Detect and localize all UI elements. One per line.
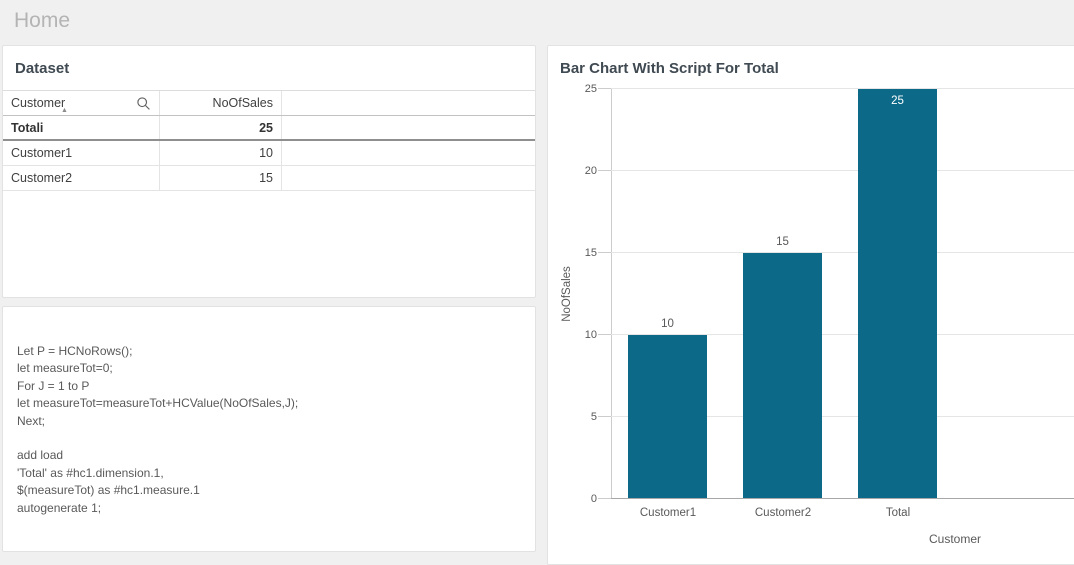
column-header-customer[interactable]: Customer ▲ <box>3 91 160 115</box>
y-tick-label: 5 <box>569 410 597 424</box>
table-row: Customer1 10 <box>3 141 535 166</box>
bar-chart-panel: Bar Chart With Script For Total NoOfSale… <box>547 45 1074 565</box>
y-tick-mark <box>598 252 611 253</box>
dataset-table-header: Customer ▲ NoOfSales <box>3 90 535 116</box>
table-row: Customer2 15 <box>3 166 535 191</box>
y-tick-mark <box>598 334 611 335</box>
customer-cell[interactable]: Totali <box>3 116 160 139</box>
x-tick-label-total: Total <box>841 507 956 519</box>
customer-cell[interactable]: Customer1 <box>3 141 160 165</box>
bar-customer1[interactable] <box>628 335 707 499</box>
sheet-header: Home <box>0 0 1074 44</box>
y-tick-mark <box>598 170 611 171</box>
sort-ascending-icon: ▲ <box>61 107 68 115</box>
dataset-table: Customer ▲ NoOfSales Totali 25 Customer1… <box>3 90 535 191</box>
empty-cell <box>282 166 535 190</box>
y-tick-mark <box>598 498 611 499</box>
y-tick-label: 15 <box>569 246 597 260</box>
bar-total[interactable] <box>858 89 937 499</box>
column-header-empty <box>282 91 535 115</box>
value-cell: 15 <box>160 166 282 190</box>
y-tick-label: 10 <box>569 328 597 342</box>
bar-value-label: 10 <box>628 318 707 330</box>
y-tick-label: 20 <box>569 164 597 178</box>
y-tick-mark <box>598 88 611 89</box>
column-header-customer-label: Customer <box>11 96 65 110</box>
dataset-panel: Dataset Customer ▲ NoOfSales Totali 25 C… <box>2 45 536 298</box>
bar-chart-title: Bar Chart With Script For Total <box>560 60 779 77</box>
dataset-table-body: Totali 25 Customer1 10 Customer2 15 <box>3 116 535 191</box>
gridline <box>611 252 1074 253</box>
value-cell: 10 <box>160 141 282 165</box>
chart-plot: NoOfSales Customer 051015202510Customer1… <box>611 89 1074 499</box>
bar-value-label: 25 <box>858 95 937 107</box>
x-tick-label-customer2: Customer2 <box>726 507 841 519</box>
empty-cell <box>282 141 535 165</box>
search-icon[interactable] <box>135 96 151 112</box>
y-tick-label: 25 <box>569 82 597 96</box>
y-tick-label: 0 <box>569 492 597 506</box>
y-axis-title: NoOfSales <box>561 266 573 322</box>
x-tick-label-customer1: Customer1 <box>611 507 726 519</box>
page-title: Home <box>14 9 70 33</box>
y-axis-line <box>611 89 612 499</box>
gridline <box>611 170 1074 171</box>
gridline <box>611 88 1074 89</box>
table-row: Totali 25 <box>3 116 535 141</box>
bar-customer2[interactable] <box>743 253 822 499</box>
x-axis-title: Customer <box>929 532 981 546</box>
customer-cell[interactable]: Customer2 <box>3 166 160 190</box>
y-tick-mark <box>598 416 611 417</box>
value-cell: 25 <box>160 116 282 139</box>
script-code-text: Let P = HCNoRows(); let measureTot=0; Fo… <box>17 343 525 517</box>
bar-value-label: 15 <box>743 236 822 248</box>
dataset-panel-title: Dataset <box>15 60 69 77</box>
script-panel: Let P = HCNoRows(); let measureTot=0; Fo… <box>2 306 536 552</box>
empty-cell <box>282 116 535 139</box>
column-header-noofsales[interactable]: NoOfSales <box>160 91 282 115</box>
x-axis-line <box>611 498 1074 499</box>
